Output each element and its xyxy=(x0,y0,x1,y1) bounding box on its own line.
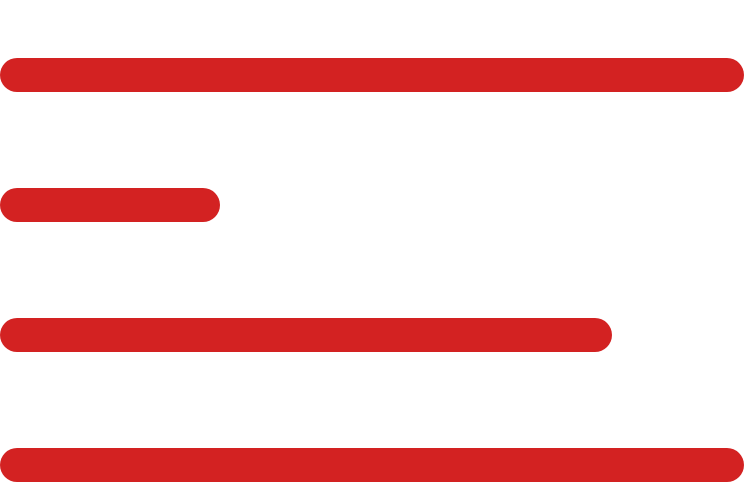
menu-line-2 xyxy=(0,188,220,222)
menu-line-3 xyxy=(0,318,612,352)
menu-line-4 xyxy=(0,448,744,482)
menu-line-1 xyxy=(0,58,744,92)
